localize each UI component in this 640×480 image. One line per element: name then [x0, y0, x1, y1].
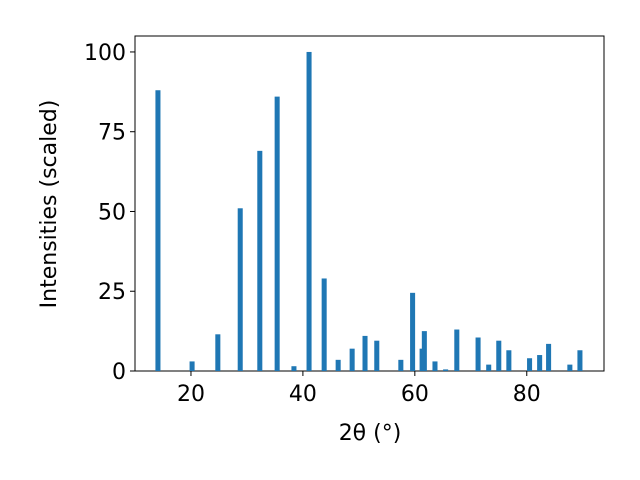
- bar: [454, 329, 460, 371]
- bar: [215, 334, 221, 371]
- bar: [432, 361, 438, 371]
- y-tick-label: 50: [98, 200, 126, 225]
- x-tick-label: 40: [289, 382, 317, 407]
- bar: [486, 364, 492, 371]
- bar: [496, 340, 502, 371]
- bar: [321, 278, 327, 371]
- x-tick-label: 20: [177, 382, 205, 407]
- bar: [374, 340, 380, 371]
- bar: [237, 208, 243, 371]
- bar: [274, 96, 280, 371]
- bar: [349, 348, 355, 371]
- bar: [443, 369, 449, 371]
- bar: [335, 359, 341, 371]
- bar: [506, 350, 512, 371]
- x-tick-label: 80: [513, 382, 541, 407]
- plot-frame: [134, 35, 605, 372]
- y-tick-label: 100: [84, 41, 126, 66]
- bar: [398, 359, 404, 371]
- bar: [546, 343, 552, 371]
- y-axis-label: Intensities (scaled): [37, 100, 62, 309]
- bar: [291, 366, 297, 371]
- x-tick-label: 60: [401, 382, 429, 407]
- bar: [189, 361, 195, 371]
- bar: [410, 292, 416, 371]
- bar: [155, 90, 161, 371]
- y-tick-label: 25: [98, 280, 126, 305]
- bar: [362, 335, 368, 371]
- bar: [475, 337, 481, 371]
- bar: [527, 358, 533, 371]
- bar: [306, 51, 312, 371]
- bar: [421, 331, 427, 371]
- bar: [567, 364, 573, 371]
- y-tick-label: 0: [112, 360, 126, 385]
- bar: [257, 150, 263, 371]
- bar: [577, 350, 583, 371]
- y-tick-label: 75: [98, 121, 126, 146]
- bar: [537, 355, 543, 371]
- x-axis-label: 2θ (°): [339, 421, 402, 446]
